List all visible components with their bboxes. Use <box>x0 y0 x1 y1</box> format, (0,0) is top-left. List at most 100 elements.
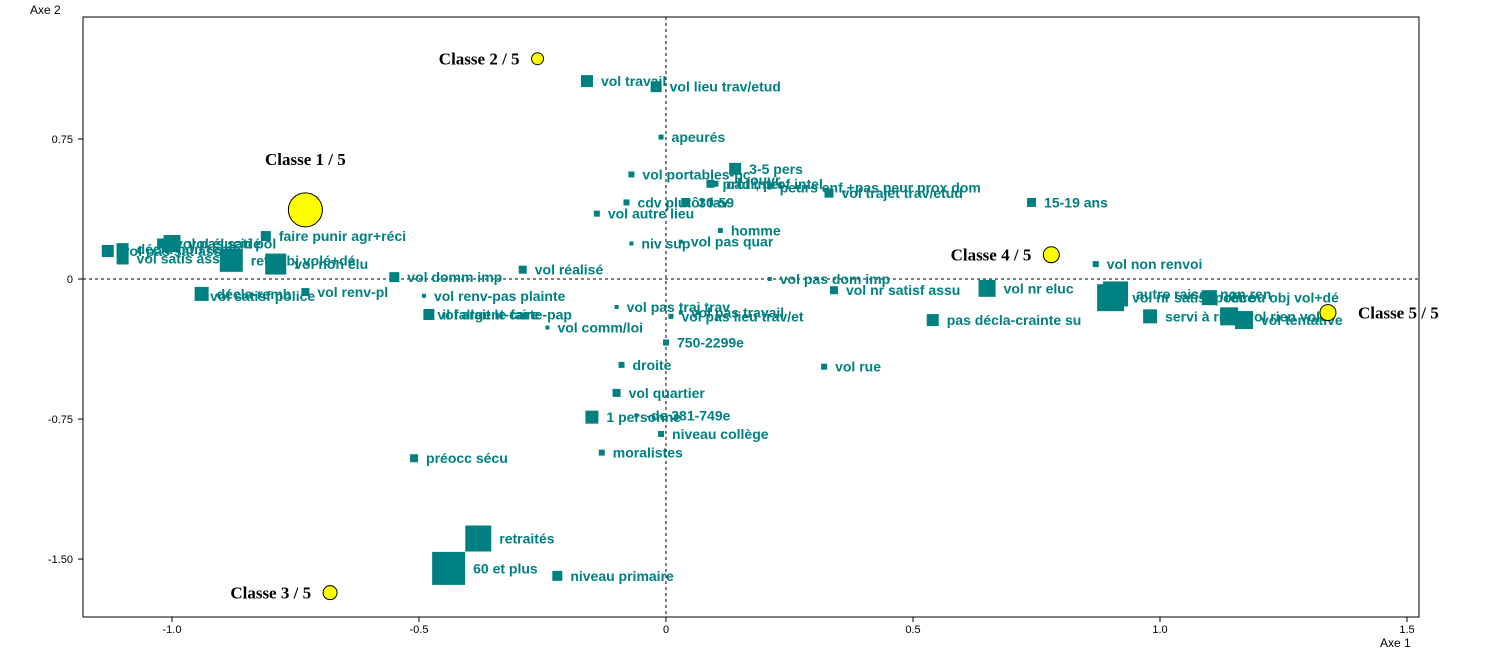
point-marker <box>465 525 492 552</box>
point-label: vol travail <box>601 73 666 89</box>
point-marker <box>706 179 715 188</box>
point-marker <box>1234 311 1253 330</box>
point-label: décla-remb <box>217 286 292 302</box>
point-label: 750-2299e <box>677 334 744 350</box>
point-marker <box>926 314 939 327</box>
point-marker <box>1092 261 1099 268</box>
point-label: décla-non remb <box>137 241 241 257</box>
point-label: vol pas lieu trav/et <box>681 308 803 324</box>
point-label: 30-59 <box>698 194 734 210</box>
point-label: vol comm/loi <box>557 320 643 336</box>
point-label: pas décla-crainte su <box>947 312 1082 328</box>
point-label: niv sup <box>641 236 690 252</box>
point-marker <box>598 449 605 456</box>
x-tick-label: -0.5 <box>410 624 429 636</box>
class-centroids: Classe 1 / 5 Classe 2 / 5 Classe 3 / 5 Clas… <box>230 50 1438 603</box>
point-label: vol satis ass <box>137 250 220 266</box>
point-marker <box>650 81 662 93</box>
point-marker <box>767 185 772 190</box>
point-marker <box>219 248 243 272</box>
point-marker <box>623 199 630 206</box>
point-marker <box>767 277 772 281</box>
point-label: cadr, prof intel <box>726 176 822 192</box>
point-label: vol pas travail <box>691 305 784 321</box>
point-marker <box>301 288 310 297</box>
point-label: vol pas dom imp <box>780 271 890 287</box>
point-label: retrou obj vol+dé <box>1225 290 1339 306</box>
point-label: vol lieu trav/etud <box>670 79 781 95</box>
point-marker <box>658 134 664 140</box>
x-tick-label: 1.5 <box>1399 624 1414 636</box>
point-marker <box>824 188 834 198</box>
point-marker <box>552 570 563 581</box>
point-marker <box>668 313 674 319</box>
point-marker <box>389 272 400 283</box>
point-marker <box>157 238 168 249</box>
point-label: -de 381-749e <box>646 407 730 423</box>
point-label: retraités <box>499 531 554 547</box>
x-axis-title: Axe 1 <box>1380 636 1411 650</box>
point-label: vol trajet trav/etud <box>842 185 963 201</box>
point-label: apeurés <box>672 129 726 145</box>
point-marker <box>829 286 838 295</box>
point-label: préocc sécu <box>426 450 508 466</box>
point-label: vol pas traj trav <box>627 299 731 315</box>
class-label: Classe 1 / 5 <box>265 150 346 169</box>
y-tick-label: 0.75 <box>52 134 73 146</box>
y-tick-label: -0.75 <box>48 414 73 426</box>
point-marker <box>681 197 691 207</box>
point-label: niveau primaire <box>570 568 674 584</box>
point-marker <box>428 313 430 315</box>
point-marker <box>101 244 114 257</box>
point-label: vol nr satisf assu <box>846 282 960 298</box>
point-label: vol élucidé <box>189 236 262 252</box>
class-label: Classe 4 / 5 <box>951 246 1032 265</box>
plot-frame <box>82 16 1420 618</box>
class-label: Classe 2 / 5 <box>439 50 520 69</box>
point-marker <box>712 180 719 187</box>
point-marker <box>1220 307 1239 326</box>
class-marker <box>287 192 323 228</box>
x-tick-label: 0.5 <box>905 624 920 636</box>
y-tick-label: 0 <box>67 274 73 286</box>
point-label: vol nr eluc <box>1004 280 1074 296</box>
point-label: niveau collège <box>672 426 769 442</box>
point-label: faire punir agr+réci <box>279 228 406 244</box>
point-marker <box>580 75 593 88</box>
point-label: 15-19 ans <box>1044 194 1108 210</box>
x-tick-label: -1.0 <box>163 624 182 636</box>
class-marker <box>322 585 338 601</box>
point-label: vol satisf police <box>210 288 315 304</box>
point-marker <box>116 243 129 256</box>
point-marker <box>194 286 209 301</box>
point-marker <box>729 162 742 175</box>
point-marker <box>678 310 683 315</box>
point-label: vol nr satisf police <box>1132 290 1255 306</box>
point-label: vol rien volé <box>1246 308 1328 324</box>
y-axis-title: Axe 2 <box>30 3 61 17</box>
point-label: vol renv-pas plainte <box>434 288 566 304</box>
point-label: il fallait le faire <box>442 306 539 322</box>
point-marker <box>432 551 466 585</box>
point-label: vol quartier <box>629 385 706 401</box>
x-ticks: -1.0 -0.5 0 0.5 1.0 1.5 <box>163 617 1415 636</box>
point-marker <box>116 252 129 265</box>
point-label: vol réalisé <box>535 262 604 278</box>
class-marker <box>531 52 545 66</box>
point-marker <box>1143 309 1158 324</box>
y-tick-label: -1.50 <box>48 554 73 566</box>
y-ticks: 0.75 0 -0.75 -1.50 <box>48 134 83 566</box>
point-label: vol rue <box>835 359 881 375</box>
point-label: vol non élu <box>294 256 368 272</box>
x-tick-label: 0 <box>663 624 669 636</box>
class-marker <box>1319 304 1337 322</box>
point-label: vol non renvoi <box>1107 256 1203 272</box>
point-marker <box>163 235 181 253</box>
point-marker <box>585 410 599 424</box>
point-label: vol pas quar <box>691 234 774 250</box>
point-label: vol argent-carte-pap <box>437 306 572 322</box>
point-marker <box>678 239 683 244</box>
point-marker <box>1103 281 1129 307</box>
modality-points: vol travail vol lieu trav/etud apeurés vol … <box>101 73 1343 585</box>
class-marker <box>1042 246 1060 264</box>
